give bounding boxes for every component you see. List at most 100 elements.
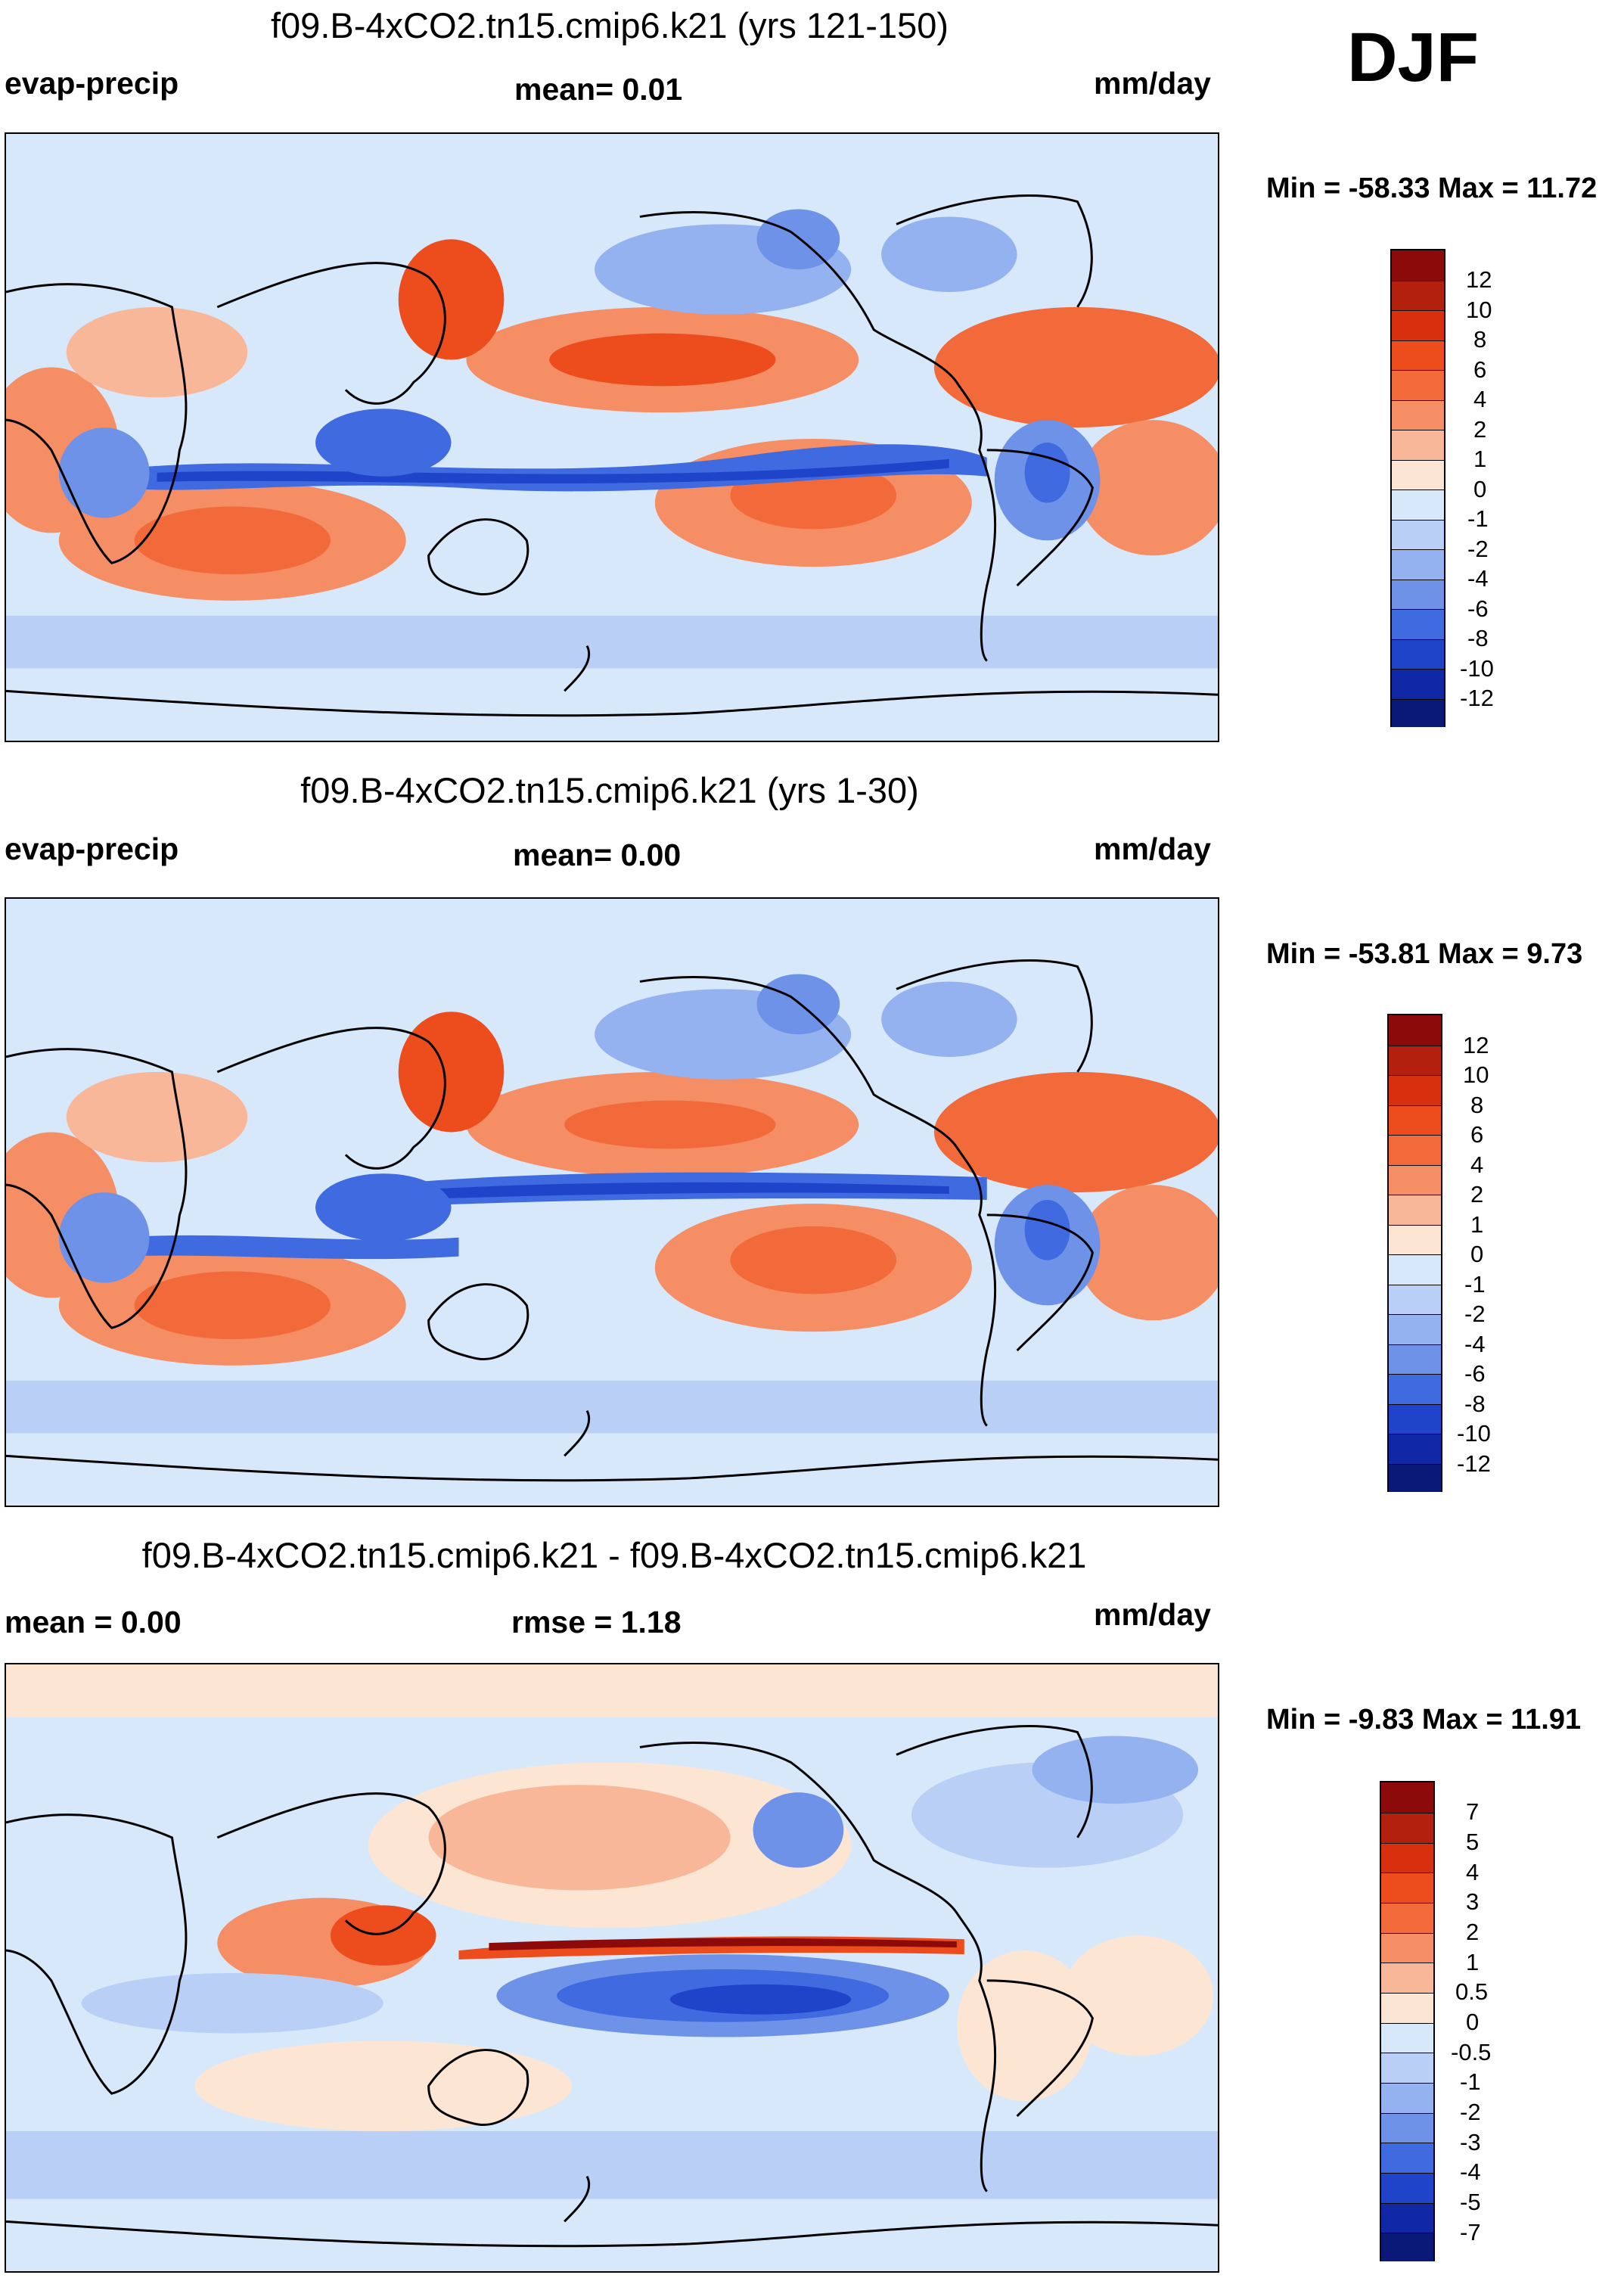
panel-3-colorbar-label: -4 (1460, 2158, 1481, 2185)
panel-3-colorbar-swatch-12 (1381, 2113, 1433, 2143)
panel-1-colorbar-swatch-9 (1392, 489, 1444, 520)
panel-3-colorbar-swatch-8 (1381, 1993, 1433, 2023)
panel-2-variable-label: evap-precip (5, 831, 179, 866)
panel-2-title: f09.B-4xCO2.tn15.cmip6.k21 (yrs 1-30) (300, 770, 919, 810)
panel-1-colorbar-label: -1 (1467, 505, 1489, 532)
panel-3-colorbar-swatch-11 (1381, 2083, 1433, 2113)
panel-3-mean-label: mean = 0.00 (5, 1605, 182, 1639)
panel-2-colorbar-label: -2 (1464, 1301, 1486, 1327)
panel-2-colorbar-swatch-6 (1389, 1165, 1441, 1195)
panel-1-colorbar-swatch-8 (1392, 460, 1444, 489)
panel-3-colorbar-label: 0 (1466, 2009, 1480, 2035)
panel-1-colorbar-label: -8 (1467, 625, 1489, 651)
panel-3-colorbar-swatch-4 (1381, 1872, 1433, 1903)
panel-2-colorbar-swatch-14 (1389, 1404, 1441, 1434)
panel-1-variable-label: evap-precip (5, 66, 179, 101)
panel-2-colorbar-swatch-2 (1389, 1046, 1441, 1075)
panel-2-colorbar-swatch-4 (1389, 1105, 1441, 1135)
panel-3-colorbar-label: 7 (1466, 1798, 1480, 1825)
panel-2-colorbar-swatch-9 (1389, 1254, 1441, 1285)
panel-3-colorbar-label: 4 (1466, 1859, 1480, 1885)
panel-1-colorbar-swatch-13 (1392, 609, 1444, 639)
panel-3-colorbar-label: -1 (1460, 2068, 1481, 2095)
panel-2-colorbar-label: -10 (1457, 1420, 1491, 1447)
panel-2-colorbar-label: 6 (1470, 1121, 1484, 1148)
panel-2-minmax: Min = -53.81 Max = 9.73 (1266, 938, 1583, 970)
panel-3-minmax: Min = -9.83 Max = 11.91 (1266, 1704, 1582, 1736)
panel-2-colorbar-label: -12 (1457, 1450, 1491, 1477)
panel-3-colorbar-swatch-7 (1381, 1963, 1433, 1993)
panel-1-colorbar-label: -12 (1460, 685, 1494, 711)
panel-1-colorbar-swatch-2 (1392, 281, 1444, 310)
panel-2-colorbar-label: -4 (1464, 1331, 1486, 1357)
panel-3-colorbar-label: -7 (1460, 2219, 1481, 2245)
panel-1-map-svg (6, 134, 1218, 741)
panel-1-colorbar-swatch-16 (1392, 699, 1444, 727)
panel-1-colorbar-label: 0 (1473, 476, 1487, 502)
panel-3-colorbar-swatch-5 (1381, 1903, 1433, 1933)
panel-1-colorbar-swatch-1 (1392, 250, 1444, 281)
panel-3-colorbar-swatch-13 (1381, 2143, 1433, 2173)
season-label: DJF (1347, 19, 1479, 96)
panel-3-colorbar-swatch-16 (1381, 2233, 1433, 2261)
panel-2-colorbar-swatch-1 (1389, 1015, 1441, 1046)
panel-1-colorbar-label: -6 (1467, 595, 1489, 622)
panel-1-colorbar-swatch-6 (1392, 400, 1444, 430)
panel-3-map (5, 1663, 1219, 2273)
panel-2-colorbar-swatch-3 (1389, 1075, 1441, 1105)
panel-2-colorbar-label: 12 (1463, 1032, 1489, 1058)
panel-1-colorbar-swatch-4 (1392, 340, 1444, 370)
panel-2-units-label: mm/day (1094, 831, 1211, 866)
panel-2-colorbar-label: -1 (1464, 1271, 1486, 1297)
panel-2-colorbar-swatch-15 (1389, 1434, 1441, 1464)
panel-2-colorbar-label: 4 (1470, 1151, 1484, 1178)
panel-2-colorbar-swatch-13 (1389, 1374, 1441, 1404)
panel-3-colorbar-label: 0.5 (1455, 1978, 1489, 2005)
panel-1-colorbar-label: 8 (1473, 326, 1487, 353)
panel-2-map (5, 897, 1219, 1507)
panel-2-mean-label: mean= 0.00 (513, 838, 682, 872)
panel-3-colorbar-label: 2 (1466, 1919, 1480, 1945)
panel-3-title: f09.B-4xCO2.tn15.cmip6.k21 - f09.B-4xCO2… (141, 1535, 1087, 1575)
panel-3-colorbar-label: -5 (1460, 2189, 1481, 2215)
panel-1-colorbar-label: -2 (1467, 536, 1489, 562)
panel-3-units-label: mm/day (1094, 1597, 1211, 1632)
panel-3-colorbar-label: -0.5 (1451, 2039, 1492, 2065)
panel-1-units-label: mm/day (1094, 66, 1211, 101)
panel-3-colorbar-label: 5 (1466, 1829, 1480, 1855)
panel-2-colorbar (1387, 1014, 1442, 1492)
panel-1-colorbar-label: -10 (1460, 655, 1494, 682)
panel-3-colorbar-label: -2 (1460, 2099, 1481, 2125)
panel-1-colorbar-label: -4 (1467, 565, 1489, 592)
panel-2-colorbar-swatch-16 (1389, 1464, 1441, 1492)
panel-3-colorbar-label: 3 (1466, 1888, 1480, 1915)
panel-1-colorbar-label: 12 (1466, 266, 1492, 293)
panel-1-colorbar-swatch-15 (1392, 669, 1444, 699)
panel-3-rmse-label: rmse = 1.18 (511, 1605, 682, 1639)
panel-1-title: f09.B-4xCO2.tn15.cmip6.k21 (yrs 121-150) (270, 5, 949, 45)
panel-1-colorbar-label: 6 (1473, 356, 1487, 383)
panel-1-colorbar-swatch-12 (1392, 580, 1444, 609)
panel-3-colorbar-swatch-1 (1381, 1782, 1433, 1813)
panel-3-colorbar-swatch-6 (1381, 1933, 1433, 1963)
panel-3-colorbar-swatch-15 (1381, 2203, 1433, 2233)
panel-1-colorbar-swatch-3 (1392, 310, 1444, 340)
panel-2-colorbar-swatch-8 (1389, 1225, 1441, 1254)
panel-1-colorbar-swatch-14 (1392, 639, 1444, 669)
panel-3-map-svg (6, 1664, 1218, 2271)
panel-1-colorbar-swatch-11 (1392, 549, 1444, 580)
panel-2-colorbar-label: 8 (1470, 1092, 1484, 1118)
panel-1-mean-label: mean= 0.01 (514, 72, 683, 107)
panel-3-colorbar-swatch-10 (1381, 2053, 1433, 2083)
panel-1-colorbar-label: 2 (1473, 416, 1487, 443)
panel-2-colorbar-swatch-5 (1389, 1135, 1441, 1165)
panel-2-colorbar-swatch-11 (1389, 1314, 1441, 1344)
panel-2-colorbar-swatch-7 (1389, 1195, 1441, 1225)
panel-2-colorbar-label: 0 (1470, 1241, 1484, 1267)
panel-3-colorbar-label: 1 (1466, 1949, 1480, 1975)
panel-3-colorbar-swatch-3 (1381, 1843, 1433, 1872)
panel-3-colorbar-label: -3 (1460, 2129, 1481, 2155)
panel-2-colorbar-label: 2 (1470, 1181, 1484, 1207)
panel-1-colorbar-swatch-5 (1392, 370, 1444, 400)
panel-2-colorbar-label: 1 (1470, 1211, 1484, 1238)
